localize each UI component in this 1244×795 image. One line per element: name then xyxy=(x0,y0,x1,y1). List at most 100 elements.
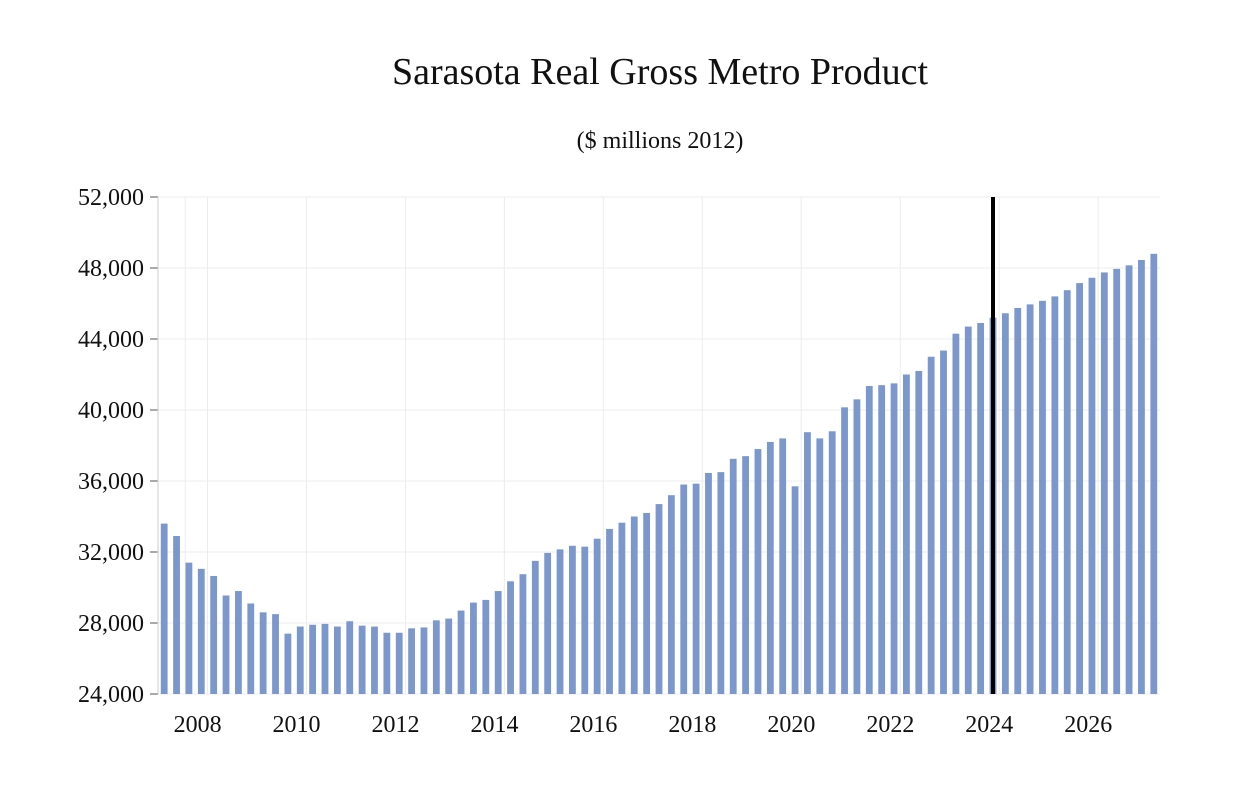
y-tick-label: 36,000 xyxy=(78,469,144,495)
bar xyxy=(766,441,774,694)
x-tick-label: 2018 xyxy=(668,712,716,738)
bar xyxy=(804,432,811,694)
bar xyxy=(791,486,799,694)
bar xyxy=(173,536,180,694)
bar xyxy=(1063,290,1071,694)
bar xyxy=(1001,313,1009,694)
x-tick-label: 2008 xyxy=(174,712,222,738)
bar xyxy=(606,528,613,694)
bar xyxy=(395,632,403,694)
axes: 24,000 28,000 32,000 36,000 40,000 44,000 48,0… xyxy=(78,185,1112,738)
bar xyxy=(940,350,947,694)
bar xyxy=(853,399,861,694)
bar xyxy=(816,438,824,694)
bar xyxy=(569,545,576,694)
bar xyxy=(482,599,490,694)
bar xyxy=(247,603,255,694)
bar xyxy=(284,633,292,694)
bar xyxy=(1125,265,1133,694)
bar xyxy=(618,522,626,694)
x-tick-label: 2020 xyxy=(767,712,815,738)
bar xyxy=(408,628,415,694)
bar xyxy=(333,626,341,694)
bar xyxy=(841,407,848,694)
bar xyxy=(185,562,193,694)
x-tick-label: 2022 xyxy=(866,712,914,738)
y-tick-label: 48,000 xyxy=(78,256,144,282)
bar xyxy=(952,333,960,694)
bar xyxy=(865,386,873,694)
y-tick-label: 52,000 xyxy=(78,185,144,211)
bar xyxy=(1100,272,1108,694)
bar xyxy=(1113,268,1121,694)
bar xyxy=(742,456,749,694)
bar xyxy=(197,568,205,694)
bar xyxy=(878,385,886,694)
bar xyxy=(593,538,601,694)
bar xyxy=(1150,253,1158,695)
bar xyxy=(1138,260,1145,694)
y-tick-label: 24,000 xyxy=(78,682,144,708)
bar xyxy=(321,623,329,694)
bar xyxy=(717,472,725,695)
x-tick-label: 2012 xyxy=(372,712,420,738)
bar xyxy=(927,356,935,694)
bar xyxy=(296,626,304,694)
bar xyxy=(544,552,552,694)
bar xyxy=(655,504,663,694)
bar xyxy=(445,618,453,694)
bar xyxy=(680,484,688,694)
bar xyxy=(964,326,972,694)
bar xyxy=(432,620,440,694)
bar xyxy=(643,512,651,694)
y-tick-label: 44,000 xyxy=(78,327,144,353)
bar xyxy=(903,374,910,694)
bar xyxy=(1026,304,1034,694)
chart-title: Sarasota Real Gross Metro Product xyxy=(392,51,929,93)
bar xyxy=(222,595,230,694)
bar xyxy=(556,549,564,694)
grid xyxy=(158,196,1160,695)
bar xyxy=(519,574,527,694)
x-tick-label: 2014 xyxy=(470,712,518,738)
bar xyxy=(1051,296,1059,694)
bar xyxy=(692,483,700,694)
y-tick-label: 40,000 xyxy=(78,398,144,424)
chart-subtitle: ($ millions 2012) xyxy=(577,128,744,154)
bar xyxy=(754,449,762,694)
y-tick-label: 28,000 xyxy=(78,611,144,637)
bar-series xyxy=(160,253,1158,695)
bar xyxy=(494,591,502,694)
bar xyxy=(1076,283,1083,694)
bar xyxy=(235,591,242,694)
bar xyxy=(531,560,539,695)
bar xyxy=(272,614,279,695)
bar xyxy=(779,438,787,694)
bar xyxy=(667,495,675,694)
bar xyxy=(507,581,514,694)
bar xyxy=(383,632,391,694)
bar xyxy=(630,516,638,694)
bar xyxy=(1088,277,1096,694)
bar xyxy=(470,602,477,694)
bar xyxy=(346,621,354,694)
bar xyxy=(210,575,218,694)
bar xyxy=(1014,307,1022,694)
bar xyxy=(705,473,712,694)
bar xyxy=(977,323,985,694)
y-tick-label: 32,000 xyxy=(78,540,144,566)
bar xyxy=(1039,300,1046,694)
bar xyxy=(358,625,366,694)
bar xyxy=(457,610,465,694)
bar xyxy=(729,458,737,694)
bar xyxy=(371,626,378,694)
x-tick-label: 2016 xyxy=(569,712,617,738)
bar xyxy=(915,370,923,694)
x-tick-label: 2010 xyxy=(273,712,321,738)
bar xyxy=(160,523,168,694)
x-tick-label: 2026 xyxy=(1064,712,1112,738)
bar xyxy=(309,624,317,694)
bar xyxy=(890,383,898,695)
bar xyxy=(259,612,267,694)
